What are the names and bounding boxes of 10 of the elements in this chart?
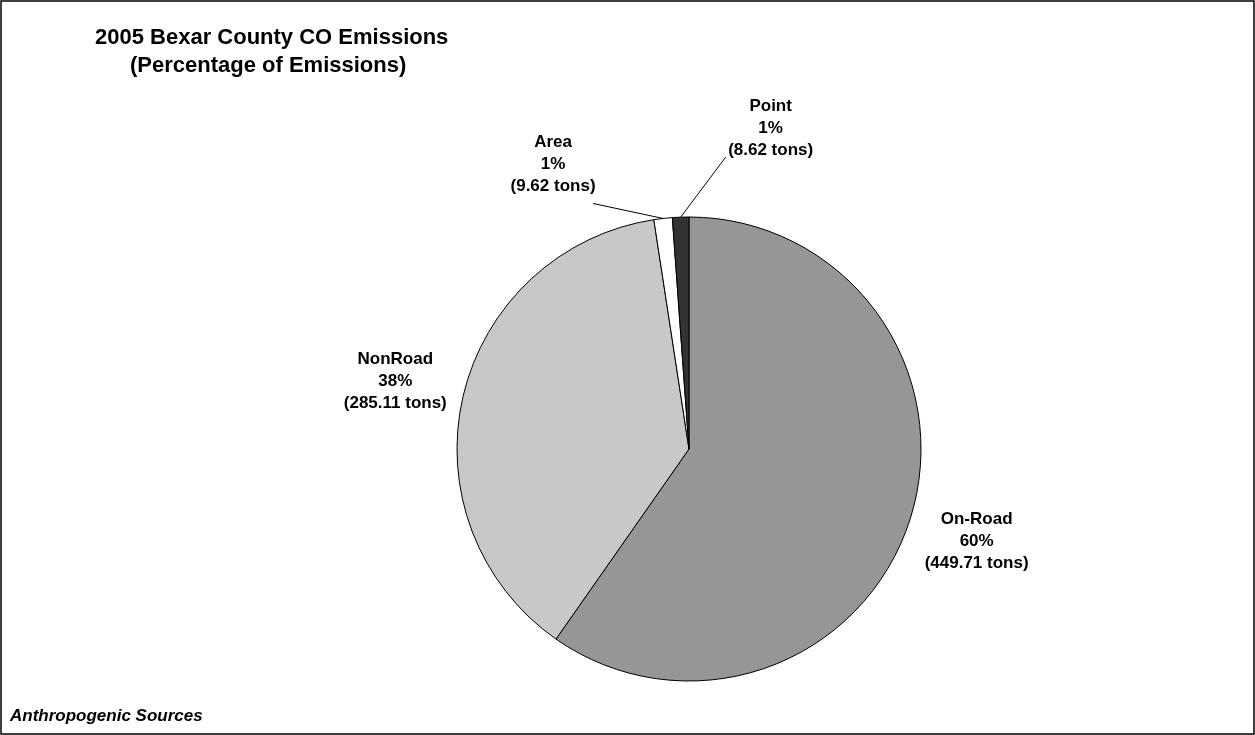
slice-label: Area	[534, 132, 573, 152]
chart-title: 2005 Bexar County CO Emissions (Percentage of Emissions)	[95, 24, 449, 77]
data-label: 38% (285.11 tons)	[343, 371, 447, 413]
data-label: 60% (449.71 tons)	[924, 530, 1029, 572]
data-label: 1% (8.62 tons)	[728, 118, 814, 160]
text: Anthropogenic Sources	[9, 706, 203, 725]
slice-label: NonRoad	[357, 349, 434, 369]
slice-label: On-Road	[940, 508, 1013, 528]
data-label: 1% (9.62 tons)	[510, 154, 596, 196]
slice-label: Point	[749, 96, 793, 116]
